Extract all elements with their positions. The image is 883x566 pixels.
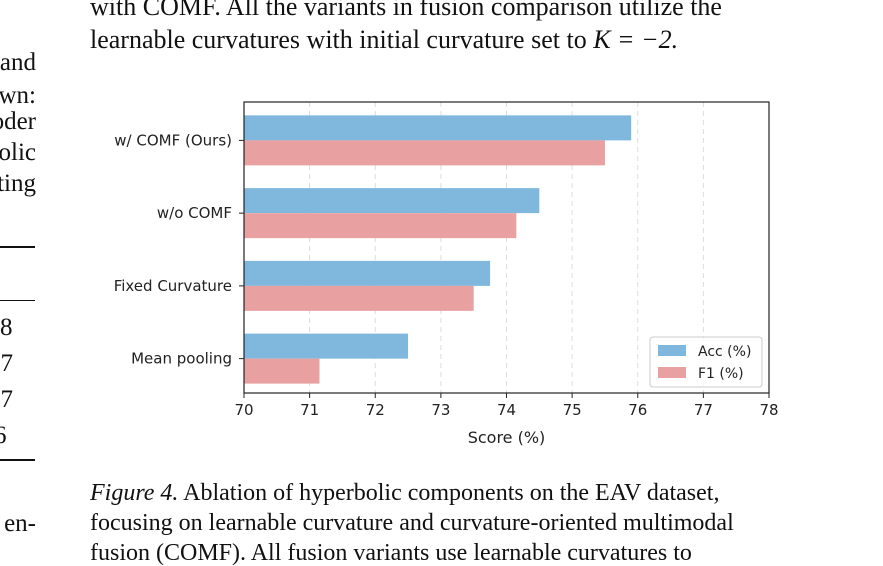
body-text-line-2: learnable curvatures with initial curvat… [90,27,678,53]
body-text-line-2-text: learnable curvatures with initial curvat… [90,25,587,54]
x-tick-label: 75 [563,401,582,419]
body-text-line-1: with COMF. All the variants in fusion co… [90,0,722,21]
category-label: Fixed Curvature [114,277,232,295]
legend: Acc (%) F1 (%) [649,336,763,388]
figure-caption-line-3: fusion (COMF). All fusion variants use l… [90,540,692,566]
table-rule [0,246,35,248]
left-text-fragment: en- [4,510,36,537]
bar-acc [244,188,540,214]
bar-acc [244,333,409,359]
legend-label-acc: Acc (%) [698,344,751,360]
x-tick-label: 71 [300,401,319,419]
x-tick-label: 77 [694,401,713,419]
x-axis-label: Score (%) [468,428,546,447]
table-value: 17 [0,386,13,413]
table-value: 17 [0,350,13,377]
legend-swatch-acc [658,345,686,356]
x-tick-label: 70 [234,401,253,419]
left-text-fragment: ting [0,170,36,197]
bar-chart: 70 71 72 73 74 75 76 77 78 w/ COMF (Ours) w/o COM… [114,101,779,447]
bar-f1 [244,213,517,239]
left-text-fragment: oder [0,108,36,135]
bar-f1 [244,285,474,311]
axis-ticks: 70 71 72 73 74 75 76 77 78 [234,139,779,419]
left-text-fragment: wn: [0,82,36,109]
category-label: w/ COMF (Ours) [114,131,232,149]
figure-caption-line-1: Figure 4. Ablation of hyperbolic compone… [90,481,719,505]
table-value: 6 [0,422,7,449]
category-label: w/o COMF [157,204,232,222]
bar-acc [244,260,491,286]
math-curvature: K = −2. [593,25,679,54]
bar-f1 [244,358,320,384]
x-tick-label: 76 [628,401,647,419]
table-value: 8 [0,314,13,341]
left-text-fragment: and [0,49,36,76]
table-rule [0,300,35,301]
figure-label: Figure 4. [90,480,179,506]
caption-text: Ablation of hyperbolic components on the… [183,480,720,506]
x-tick-label: 72 [366,401,385,419]
legend-label-f1: F1 (%) [698,366,744,382]
x-tick-label: 78 [759,401,778,419]
left-text-fragment: olic [0,139,36,166]
x-tick-label: 74 [497,401,516,419]
bar-f1 [244,140,605,166]
table-rule [0,459,35,461]
legend-swatch-f1 [658,367,686,378]
category-label: Mean pooling [131,350,232,368]
bar-acc [244,115,632,141]
category-labels: w/ COMF (Ours) w/o COMF Fixed Curvature Mea… [114,131,232,367]
x-tick-label: 73 [431,401,450,419]
figure-caption-line-2: focusing on learnable curvature and curv… [90,510,734,536]
bars [244,115,632,384]
